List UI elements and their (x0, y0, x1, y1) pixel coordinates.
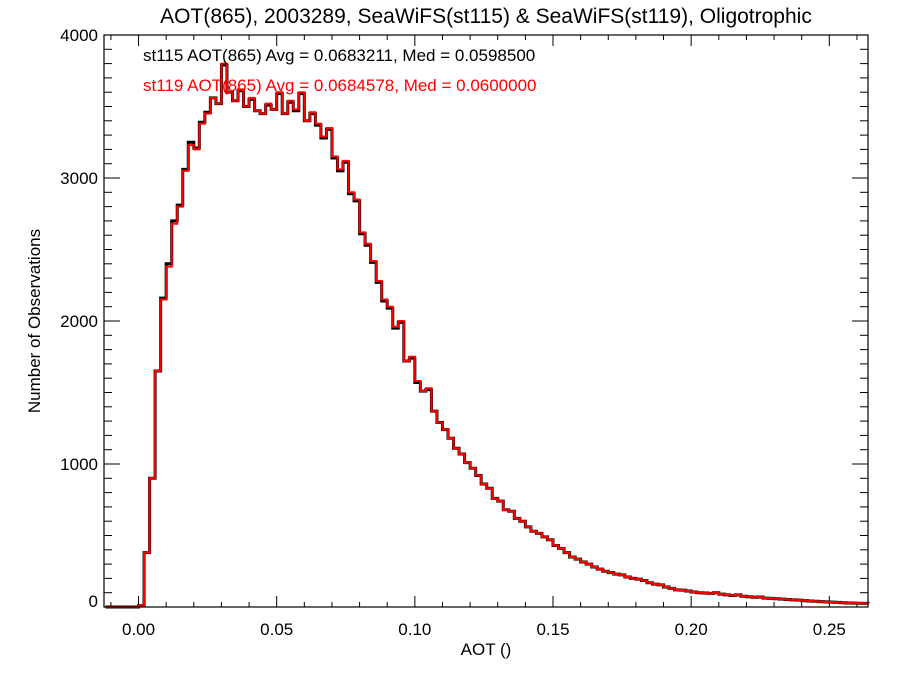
x-axis-label: AOT () (461, 640, 512, 659)
legend-st115: st115 AOT(865) Avg = 0.0683211, Med = 0.… (143, 46, 535, 65)
y-tick-label: 0 (89, 592, 98, 611)
y-tick-label: 3000 (60, 169, 98, 188)
histogram-series (105, 62, 870, 609)
x-tick-label: 0.25 (813, 620, 846, 639)
y-tick-label: 1000 (60, 455, 98, 474)
y-tick-label: 4000 (60, 26, 98, 45)
y-tick-labels: 0 1000 2000 3000 4000 (60, 26, 98, 611)
x-tick-label: 0.10 (398, 620, 431, 639)
chart-title: AOT(865), 2003289, SeaWiFS(st115) & SeaW… (160, 5, 812, 28)
x-tick-label: 0.15 (536, 620, 569, 639)
plot-frame (103, 34, 869, 608)
y-axis-label: Number of Observations (25, 229, 44, 413)
x-tick-labels: 0.00 0.05 0.10 0.15 0.20 0.25 (122, 620, 846, 639)
y-tick-label: 2000 (60, 312, 98, 331)
x-tick-label: 0.05 (260, 620, 293, 639)
histogram-line-st119 (105, 62, 869, 608)
x-tick-label: 0.20 (675, 620, 708, 639)
x-tick-label: 0.00 (122, 620, 155, 639)
legend-st119: st119 AOT(865) Avg = 0.0684578, Med = 0.… (143, 76, 537, 95)
